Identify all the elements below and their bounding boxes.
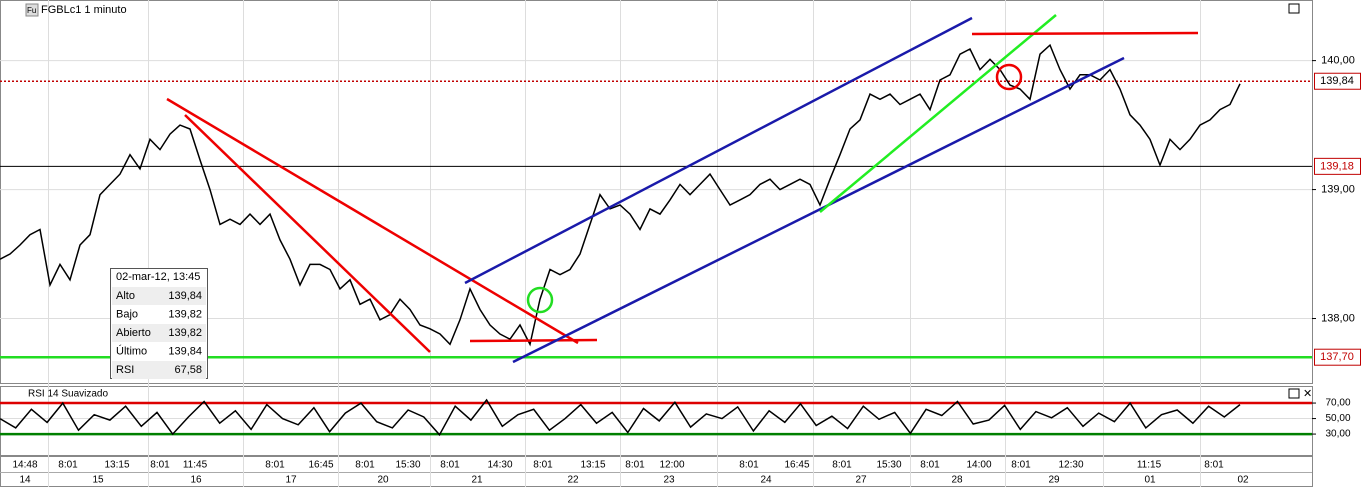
trend-line — [512, 56, 1125, 364]
x-time-label: 16:45 — [308, 460, 333, 471]
x-time-label: 12:00 — [659, 460, 684, 471]
x-time-label: 8:01 — [739, 460, 759, 471]
y-tick-label: 30,00 — [1325, 429, 1350, 440]
x-date-label: 02 — [1237, 475, 1249, 486]
trend-line — [184, 114, 431, 353]
x-time-label: 8:01 — [1011, 460, 1031, 471]
y-tick-label: 140,00 — [1321, 55, 1355, 67]
x-time-label: 11:45 — [183, 460, 208, 471]
trend-line — [166, 97, 579, 345]
tooltip-value: 139,84 — [168, 345, 202, 357]
x-time-label: 16:45 — [784, 460, 809, 471]
marker-circle — [995, 63, 1023, 91]
x-date-label: 28 — [951, 475, 963, 486]
trend-line — [819, 14, 1057, 213]
tooltip: 02-mar-12, 13:45 Alto 139,84 Bajo 139,82 Abi… — [110, 268, 208, 379]
x-time-label: 8:01 — [440, 460, 460, 471]
trend-line — [469, 338, 598, 343]
x-time-label: 14:30 — [487, 460, 512, 471]
x-time-label: 8:01 — [533, 460, 553, 471]
x-time-label: 14:00 — [966, 460, 991, 471]
level-label: 137,70 — [1320, 351, 1354, 363]
x-time-label: 8:01 — [355, 460, 375, 471]
x-time-label: 15:30 — [876, 460, 901, 471]
level-label-box — [1314, 72, 1361, 90]
symbol-icon — [25, 3, 39, 17]
level-label: 139,18 — [1320, 160, 1354, 172]
x-time-label: 8:01 — [150, 460, 170, 471]
trend-line — [464, 16, 973, 285]
rsi-panel — [0, 386, 1313, 456]
x-time-label: 8:01 — [1204, 460, 1224, 471]
x-time-label: 15:30 — [395, 460, 420, 471]
maximize-button[interactable] — [1288, 3, 1300, 14]
level-label: 139,84 — [1320, 75, 1354, 87]
x-date-label: 20 — [377, 475, 389, 486]
tooltip-key: Abierto — [116, 327, 151, 339]
tooltip-value: 139,82 — [168, 327, 202, 339]
x-time-label: 14:48 — [12, 460, 37, 471]
marks — [0, 43, 1312, 437]
symbol-icon-text: Fu — [27, 6, 36, 15]
x-date-label: 27 — [855, 475, 867, 486]
tooltip-date: 02-mar-12, 13:45 — [116, 271, 200, 283]
x-time-label: 8:01 — [832, 460, 852, 471]
tooltip-key: Bajo — [116, 308, 138, 320]
x-date-label: 24 — [760, 475, 772, 486]
x-time-label: 8:01 — [265, 460, 285, 471]
tooltip-row-bg — [112, 324, 206, 342]
x-time-label: 11:15 — [1137, 460, 1162, 471]
x-date-label: 15 — [92, 475, 104, 486]
x-time-label: 8:01 — [920, 460, 940, 471]
x-date-label: 21 — [471, 475, 483, 486]
maximize-button[interactable] — [1288, 388, 1300, 399]
x-date-label: 16 — [190, 475, 202, 486]
x-date-label: 17 — [285, 475, 297, 486]
y-tick-label: 139,00 — [1321, 183, 1355, 195]
price-panel — [0, 0, 1313, 384]
close-button[interactable]: ✕ — [1303, 388, 1312, 400]
time-axis — [0, 456, 1313, 487]
y-tick-label: 50,00 — [1325, 413, 1350, 424]
x-time-label: 8:01 — [58, 460, 78, 471]
tooltip-key: Alto — [116, 290, 135, 302]
tooltip-key: Último — [116, 344, 147, 357]
tooltip-row-bg — [112, 361, 206, 379]
x-date-label: 14 — [19, 475, 31, 486]
x-date-label: 23 — [663, 475, 675, 486]
price-line — [0, 398, 1241, 437]
tooltip-value: 67,58 — [174, 364, 202, 376]
x-date-label: 29 — [1048, 475, 1060, 486]
x-date-label: 22 — [567, 475, 579, 486]
tooltip-row-bg — [112, 287, 206, 305]
tooltip-value: 139,84 — [168, 290, 202, 302]
price-line — [0, 43, 1241, 347]
tooltip-key: RSI — [116, 364, 134, 376]
panel-title: RSI 14 Suavizado — [28, 389, 108, 400]
level-label-box — [1314, 348, 1361, 366]
tooltip-box — [110, 268, 208, 379]
tooltip-value: 139,82 — [168, 308, 202, 320]
x-time-label: 13:15 — [104, 460, 129, 471]
marker-circle — [526, 286, 554, 314]
level-label-box — [1314, 157, 1361, 175]
x-date-label: 01 — [1144, 475, 1156, 486]
symbol-title[interactable]: FGBLc1 1 minuto — [41, 4, 127, 16]
trend-lines — [166, 14, 1199, 364]
x-time-label: 13:15 — [580, 460, 605, 471]
y-tick-label: 70,00 — [1325, 398, 1350, 409]
trend-line — [971, 31, 1199, 36]
x-time-label: 12:30 — [1058, 460, 1083, 471]
y-tick-label: 138,00 — [1321, 312, 1355, 324]
x-time-label: 8:01 — [625, 460, 645, 471]
